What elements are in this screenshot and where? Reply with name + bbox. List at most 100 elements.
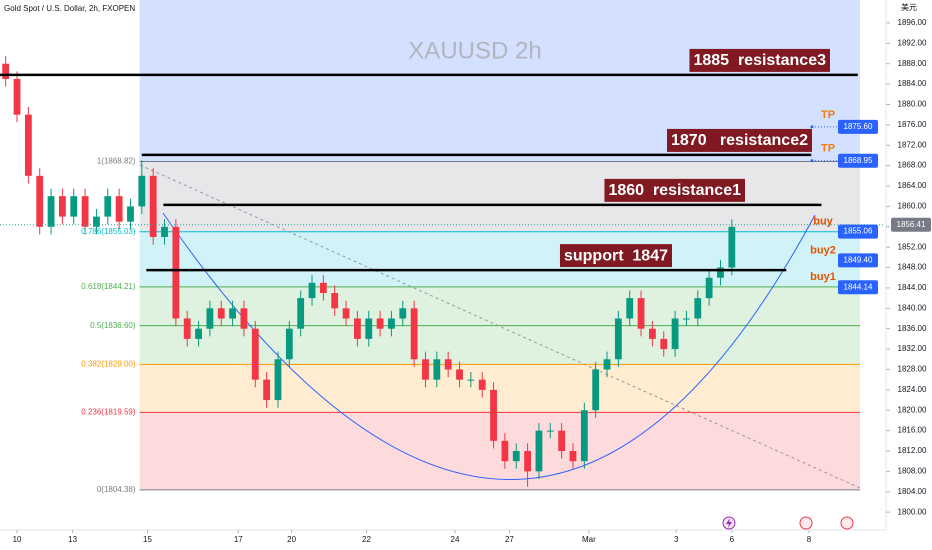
x-tick-label: 6	[730, 535, 735, 544]
candle-body	[569, 451, 577, 462]
axes: 1800.00 1804.00 1808.00 1812.00 1816.00 1820.…	[13, 18, 931, 544]
target-dot	[810, 159, 814, 163]
candle-body	[319, 282, 327, 294]
event-icon	[799, 516, 813, 530]
target-badge	[838, 119, 878, 134]
x-tick-label: 3	[674, 535, 679, 544]
y-tick-label: 1892.00	[898, 38, 927, 47]
target-label: buy1	[810, 271, 836, 283]
candle-body	[660, 338, 668, 350]
zones	[139, 0, 861, 491]
y-tick-label: 1808.00	[898, 467, 927, 476]
candle-body	[694, 298, 702, 319]
candle-body	[456, 369, 463, 380]
candle-body	[399, 308, 407, 319]
candle-body	[705, 277, 713, 299]
candle-body	[467, 379, 475, 381]
candle-body	[104, 196, 112, 217]
price-axis-panel	[886, 0, 932, 550]
candle-body	[274, 359, 282, 401]
candle-body	[206, 308, 214, 329]
candle-body	[592, 369, 600, 411]
y-tick-label: 1820.00	[898, 405, 927, 414]
candle-body	[195, 328, 202, 339]
candle-body	[637, 298, 645, 329]
last-price-label: 1856.41	[897, 220, 926, 229]
fib-zone	[139, 231, 861, 287]
level-label: 1860 resistance1	[608, 182, 741, 199]
candle-body	[297, 298, 305, 329]
x-tick-label: 17	[234, 535, 243, 544]
y-tick-label: 1800.00	[898, 507, 927, 516]
candle-body	[388, 318, 395, 329]
candle-body	[558, 430, 566, 452]
level-label-box	[689, 48, 830, 72]
candle-body	[285, 328, 293, 360]
candle-body	[229, 308, 236, 319]
watermark: XAUUSD 2h	[408, 37, 541, 64]
candles	[2, 56, 736, 487]
y-tick-label: 1836.00	[898, 324, 927, 333]
candle-body	[524, 451, 531, 472]
candle-body	[217, 308, 225, 319]
event-icon	[840, 516, 854, 530]
target-label: TP	[821, 109, 835, 121]
candle-body	[671, 318, 679, 350]
y-tick-label: 1872.00	[898, 140, 927, 149]
candle-body	[81, 196, 89, 227]
y-tick-label: 1824.00	[898, 385, 927, 394]
x-tick-label: 24	[451, 535, 460, 544]
candle-body	[410, 308, 418, 360]
candle-body	[649, 328, 656, 339]
y-tick-label: 1860.00	[898, 202, 927, 211]
y-tick-label: 1864.00	[898, 181, 927, 190]
fib-zone	[139, 412, 861, 490]
candle-body	[172, 226, 180, 319]
x-tick-label: 22	[362, 535, 371, 544]
level-label: 1885 resistance3	[693, 52, 826, 69]
candle-body	[138, 175, 146, 207]
candle-body	[354, 318, 361, 339]
fib-zone	[139, 286, 861, 326]
level-label-box	[604, 178, 745, 202]
candle-body	[342, 308, 350, 319]
fib-label: 0(1804.38)	[97, 485, 136, 494]
target-label: buy2	[810, 244, 836, 256]
currency-label: 美元	[901, 2, 917, 12]
fib-label: 1(1868.82)	[97, 157, 136, 166]
candle-body	[24, 114, 32, 176]
x-tick-label: 13	[68, 535, 77, 544]
y-tick-label: 1876.00	[898, 120, 927, 129]
candle-body	[149, 175, 157, 237]
candle-body	[47, 196, 55, 227]
candle-body	[546, 430, 554, 432]
candle-body	[376, 318, 384, 329]
candle-body	[501, 440, 509, 462]
level-label: support 1847	[564, 247, 668, 264]
drawings	[139, 164, 861, 489]
y-tick-label: 1896.00	[898, 18, 927, 27]
target-badge-label: 1844.14	[844, 282, 873, 291]
level-label-box	[559, 244, 672, 268]
target-label: TP	[821, 143, 835, 155]
candle-body	[331, 293, 339, 309]
fib-zone	[139, 161, 861, 232]
candle-body	[365, 318, 373, 339]
candle-body	[183, 318, 191, 339]
candle-body	[59, 196, 66, 217]
candle-body	[36, 175, 44, 227]
candle-body	[13, 78, 21, 115]
target-badge-label: 1875.60	[844, 122, 873, 131]
y-tick-label: 1828.00	[898, 365, 927, 374]
candle-body	[251, 328, 259, 380]
y-tick-label: 1852.00	[898, 242, 927, 251]
candle-body	[512, 451, 520, 462]
candle-body	[626, 298, 634, 319]
x-tick-label: 10	[13, 535, 22, 544]
candle-body	[308, 282, 316, 299]
candle-body	[478, 379, 486, 390]
fib-label: 0.786(1855.03)	[81, 227, 136, 236]
annotations: 1(1868.82) 0.786(1855.03) 0.618(1844.21) 0.…	[0, 48, 885, 494]
x-tick-label: 27	[505, 535, 514, 544]
